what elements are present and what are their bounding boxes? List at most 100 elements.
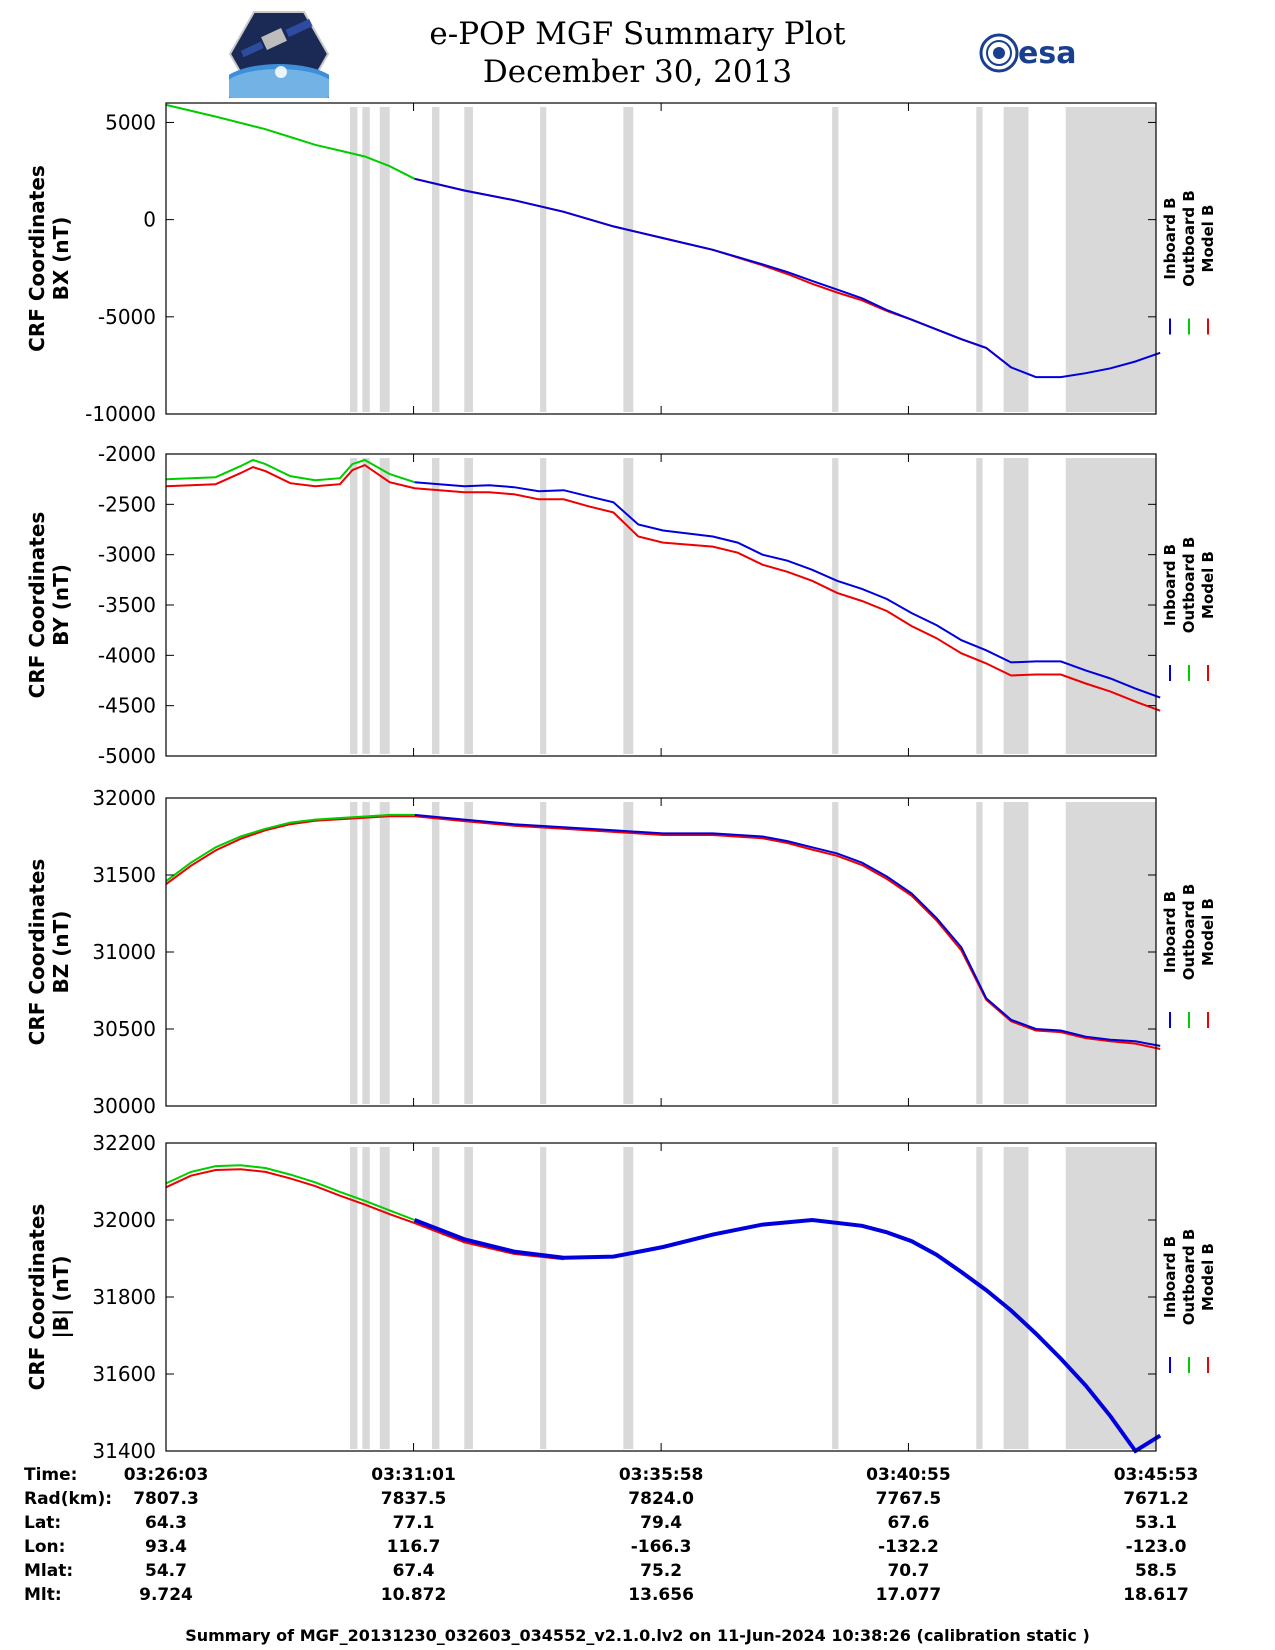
legend-label: Model B [1199,898,1217,966]
legend-label: Model B [1199,551,1217,619]
y-tick-label: 31600 [92,1362,156,1386]
data-gap-band [431,107,440,412]
data-gap-band [362,458,370,754]
plot-title: e-POP MGF Summary Plot [429,16,846,52]
ephemeris-value: 7671.2 [1123,1489,1189,1509]
y-tick-label: -2500 [98,492,156,516]
data-gap-band [431,802,440,1104]
series-line-model-b [165,815,1161,1050]
y-tick-label: -3000 [98,543,156,567]
esa-logo-icon: esa [979,33,1076,73]
legend-label: Outboard B [1180,190,1198,287]
panel-bx: 5000 0 -5000 -10000 CRF Coordinates BX (nT) In… [25,102,1217,426]
data-gap-band [362,1147,370,1449]
ephemeris-value: 7807.3 [133,1489,199,1509]
legend-label: Model B [1199,205,1217,273]
y-tick-label: 32200 [92,1131,156,1155]
data-gap-band [976,107,983,412]
data-gap-band [976,802,983,1104]
data-gap-band [362,802,370,1104]
data-gap-band [464,107,473,412]
ephemeris-value: 67.6 [887,1513,930,1533]
y-tick-label: 31500 [92,863,156,887]
ephemeris-row-label: Rad(km): [24,1489,113,1509]
ephemeris-value: 13.656 [628,1585,694,1605]
y-tick-label: 31000 [92,940,156,964]
y-tick-label: 0 [143,208,156,232]
data-gap-band [464,458,473,754]
y-axis-label: CRF Coordinates [25,859,49,1046]
data-gap-band [540,107,547,412]
ephemeris-value: 17.077 [875,1585,942,1605]
ephemeris-value: 58.5 [1135,1561,1177,1581]
legend-label: Inboard B [1161,891,1179,973]
data-gap-band [1003,107,1029,412]
data-gap-band [832,458,839,754]
legend-label: Inboard B [1161,197,1179,279]
ephemeris-value: 79.4 [640,1513,683,1533]
legend-label: Inboard B [1161,1236,1179,1318]
series-line-inboard-b [414,177,1161,379]
y-axis-label: CRF Coordinates [25,512,49,699]
data-gap-band [540,802,547,1104]
ephemeris-value: 7767.5 [875,1489,942,1509]
ephemeris-value: 64.3 [145,1513,187,1533]
legend-label: Outboard B [1180,884,1198,981]
data-gap-band [1003,1147,1029,1449]
ephemeris-row-label: Time: [24,1465,78,1485]
data-gap-band [623,1147,634,1449]
ephemeris-value: 7824.0 [628,1489,694,1509]
ephemeris-row-label: Mlt: [24,1585,62,1605]
y-axis-label-units: |B| (nT) [49,1256,73,1339]
ephemeris-value: 03:31:01 [371,1465,456,1485]
data-gap-band [540,1147,547,1449]
series-line-outboard-b [165,103,416,180]
data-gap-band [379,458,390,754]
y-tick-label: 32000 [92,786,156,810]
ephemeris-row-label: Lat: [24,1513,62,1533]
data-gap-band [1003,458,1029,754]
y-axis-label: CRF Coordinates [25,1204,49,1391]
data-gap-band [379,107,390,412]
ephemeris-value: 93.4 [145,1537,187,1557]
plot-date: December 30, 2013 [482,54,793,90]
series-line-outboard-b [165,813,415,883]
data-gap-band [349,107,358,412]
series-line-model-b [165,463,1161,712]
ephemeris-row-label: Lon: [24,1537,66,1557]
ephemeris-value: 75.2 [640,1561,683,1581]
ephemeris-value: 9.724 [139,1585,193,1605]
y-axis-label-units: BY (nT) [49,564,73,646]
data-gap-band [349,458,358,754]
y-tick-label: -4000 [98,643,156,667]
y-tick-label: 31800 [92,1285,156,1309]
data-gap-band [623,802,634,1104]
y-tick-label: -5000 [98,305,156,329]
ephemeris-table: Time: Rad(km): Lat: Lon: Mlat: Mlt: 03:26:03 78… [0,1455,1275,1635]
ephemeris-value: 18.617 [1123,1585,1189,1605]
data-gap-band [1065,458,1156,754]
legend-label: Outboard B [1180,537,1198,634]
data-gap-band [362,107,370,412]
data-gap-band [464,802,473,1104]
header: e-POP MGF Summary Plot December 30, 2013… [0,0,1275,100]
data-gap-band [349,802,358,1104]
ephemeris-value: 7837.5 [380,1489,447,1509]
esa-logo-text: esa [1018,36,1076,71]
ephemeris-value: 03:45:53 [1113,1465,1199,1485]
ephemeris-value: 70.7 [887,1561,930,1581]
ephemeris-value: 10.872 [380,1585,447,1605]
data-gap-band [464,1147,473,1449]
panel-bz: 32000 31500 31000 30500 30000 CRF Coordinates… [25,786,1217,1118]
data-gap-band [431,1147,440,1449]
y-tick-label: 5000 [105,110,156,134]
series-line-inboard-b [414,481,1161,699]
y-tick-label: -10000 [85,402,156,426]
series-line-outboard-b [165,458,415,484]
data-gap-band [431,458,440,754]
ephemeris-value: 116.7 [386,1537,441,1557]
ephemeris-value: 03:26:03 [123,1465,209,1485]
series-line-inboard-b [413,1217,1162,1454]
ephemeris-value: 67.4 [392,1561,435,1581]
